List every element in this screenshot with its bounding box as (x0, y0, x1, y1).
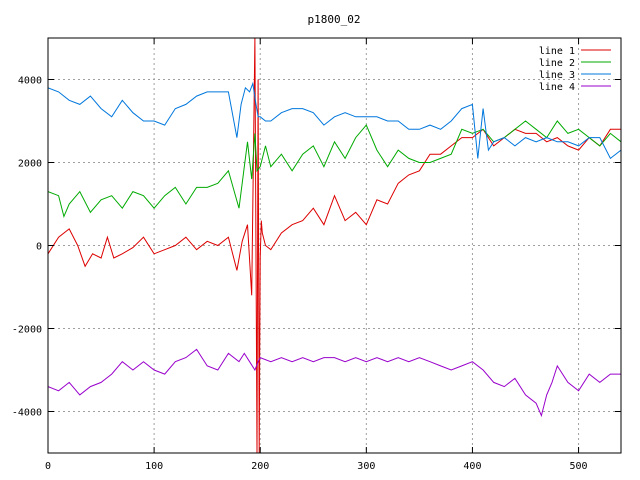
x-tick-label: 0 (45, 461, 51, 472)
legend-label-line-3: line 3 (539, 70, 575, 81)
y-tick-label: 2000 (18, 159, 42, 170)
x-tick-label: 400 (463, 461, 481, 472)
x-tick-label: 300 (357, 461, 375, 472)
series-line-4 (48, 348, 621, 418)
grid (48, 38, 621, 453)
series-layer (48, 38, 621, 453)
legend-label-line-4: line 4 (539, 82, 575, 93)
y-tick-label: -2000 (12, 325, 42, 336)
series-line-3 (48, 81, 621, 160)
y-tick-label: 0 (36, 242, 42, 253)
x-tick-label: 200 (251, 461, 269, 472)
legend-label-line-2: line 2 (539, 58, 575, 69)
x-tick-label: 100 (145, 461, 163, 472)
axis-ticks: 0 100 200 300 400 500 -4000 -2000 0 2000 4000 (12, 38, 621, 472)
x-tick-label: 500 (570, 461, 588, 472)
chart-title: p1800_02 (308, 13, 361, 26)
series-line-2 (48, 120, 621, 219)
y-tick-label: 4000 (18, 76, 42, 87)
legend-label-line-1: line 1 (539, 46, 575, 57)
y-tick-label: -4000 (12, 408, 42, 419)
